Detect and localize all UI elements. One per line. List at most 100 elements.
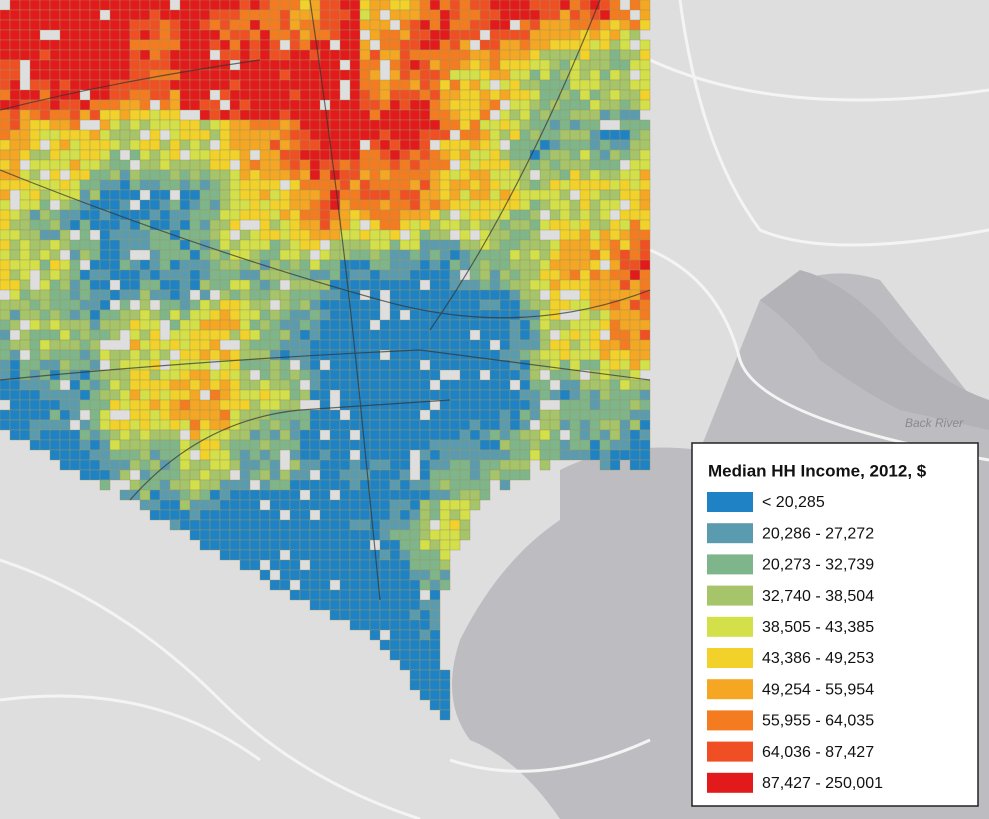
grid-cell bbox=[79, 139, 91, 151]
grid-cell bbox=[209, 19, 221, 31]
grid-cell bbox=[549, 139, 561, 151]
grid-cell bbox=[69, 129, 81, 141]
grid-cell bbox=[259, 129, 271, 141]
grid-cell bbox=[179, 399, 191, 411]
grid-cell bbox=[559, 399, 571, 411]
grid-cell bbox=[339, 239, 351, 251]
grid-cell bbox=[189, 299, 201, 311]
grid-cell bbox=[319, 569, 331, 581]
grid-cell bbox=[439, 79, 451, 91]
grid-cell bbox=[109, 59, 121, 71]
grid-cell bbox=[349, 169, 361, 181]
grid-cell bbox=[359, 0, 371, 11]
grid-cell bbox=[359, 339, 371, 351]
grid-cell bbox=[579, 229, 591, 241]
grid-cell bbox=[289, 299, 301, 311]
grid-cell bbox=[569, 119, 581, 131]
grid-cell bbox=[299, 249, 311, 261]
grid-cell bbox=[469, 49, 481, 61]
grid-cell bbox=[139, 39, 151, 51]
grid-cell bbox=[309, 319, 321, 331]
grid-cell bbox=[289, 529, 301, 541]
grid-cell bbox=[239, 19, 251, 31]
grid-cell bbox=[129, 49, 141, 61]
grid-cell bbox=[399, 29, 411, 41]
grid-cell bbox=[149, 369, 161, 381]
grid-cell bbox=[269, 229, 281, 241]
grid-cell bbox=[309, 499, 321, 511]
grid-cell bbox=[199, 49, 211, 61]
grid-cell bbox=[439, 39, 451, 51]
grid-cell bbox=[249, 329, 261, 341]
grid-cell bbox=[89, 299, 101, 311]
grid-cell bbox=[379, 119, 391, 131]
grid-cell bbox=[249, 49, 261, 61]
grid-cell bbox=[369, 629, 381, 641]
grid-cell bbox=[389, 169, 401, 181]
grid-cell bbox=[9, 349, 21, 361]
grid-cell bbox=[269, 329, 281, 341]
grid-cell bbox=[439, 19, 451, 31]
grid-cell bbox=[219, 109, 231, 121]
grid-cell bbox=[219, 509, 231, 521]
grid-cell bbox=[159, 429, 171, 441]
grid-cell bbox=[379, 19, 391, 31]
grid-cell bbox=[429, 409, 441, 421]
grid-cell bbox=[109, 179, 121, 191]
grid-cell bbox=[299, 119, 311, 131]
grid-cell bbox=[609, 99, 621, 111]
grid-cell bbox=[259, 79, 271, 91]
grid-cell bbox=[579, 169, 591, 181]
grid-cell bbox=[279, 339, 291, 351]
grid-cell bbox=[359, 209, 371, 221]
grid-cell bbox=[169, 139, 181, 151]
grid-cell bbox=[149, 119, 161, 131]
grid-cell bbox=[189, 159, 201, 171]
grid-cell bbox=[159, 139, 171, 151]
grid-cell bbox=[139, 89, 151, 101]
grid-cell bbox=[409, 59, 421, 71]
grid-cell bbox=[419, 59, 431, 71]
grid-cell bbox=[509, 349, 521, 361]
grid-cell bbox=[429, 199, 441, 211]
grid-cell bbox=[169, 279, 181, 291]
grid-cell bbox=[459, 379, 471, 391]
grid-cell bbox=[59, 199, 71, 211]
grid-cell bbox=[349, 419, 361, 431]
grid-cell bbox=[279, 479, 291, 491]
grid-cell bbox=[539, 219, 551, 231]
grid-cell bbox=[339, 159, 351, 171]
grid-cell bbox=[9, 339, 21, 351]
grid-cell bbox=[329, 439, 341, 451]
grid-cell bbox=[379, 389, 391, 401]
grid-cell bbox=[279, 139, 291, 151]
grid-cell bbox=[519, 269, 531, 281]
grid-cell bbox=[349, 89, 361, 101]
grid-cell bbox=[279, 369, 291, 381]
grid-cell bbox=[79, 299, 91, 311]
grid-cell bbox=[339, 169, 351, 181]
grid-cell bbox=[279, 379, 291, 391]
grid-cell bbox=[469, 139, 481, 151]
grid-cell bbox=[389, 439, 401, 451]
grid-cell bbox=[419, 179, 431, 191]
road bbox=[0, 169, 651, 319]
grid-cell bbox=[149, 399, 161, 411]
grid-cell bbox=[409, 169, 421, 181]
grid-cell bbox=[449, 99, 461, 111]
grid-cell bbox=[349, 69, 361, 81]
grid-cell bbox=[259, 429, 271, 441]
grid-cell bbox=[629, 19, 641, 31]
grid-cell bbox=[189, 359, 201, 371]
grid-cell bbox=[149, 459, 161, 471]
grid-cell bbox=[559, 79, 571, 91]
grid-cell bbox=[309, 139, 321, 151]
grid-cell bbox=[579, 349, 591, 361]
grid-cell bbox=[349, 489, 361, 501]
grid-cell bbox=[579, 79, 591, 91]
grid-cell bbox=[409, 559, 421, 571]
grid-cell bbox=[139, 389, 151, 401]
grid-cell bbox=[639, 309, 651, 321]
grid-cell bbox=[389, 479, 401, 491]
grid-cell bbox=[489, 29, 501, 41]
